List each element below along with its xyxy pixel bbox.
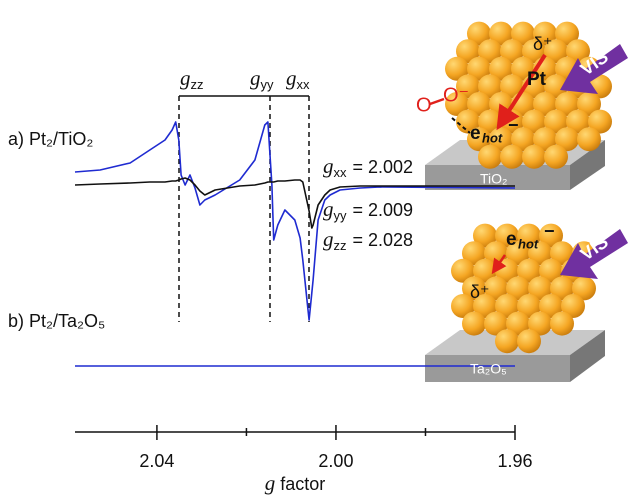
support-label: Ta₂O₅ (470, 361, 507, 377)
value-text: = 2.009 (353, 200, 414, 220)
nanoparticle-atom (517, 329, 541, 353)
electron-subscript: hot (518, 236, 539, 251)
symbol: g (180, 66, 191, 90)
subscript: yy (261, 77, 275, 92)
marker-label: gxx (286, 66, 310, 93)
panel-label: a) Pt₂/TiO₂ (8, 129, 93, 149)
panel-label: b) Pt₂/Ta₂O₅ (8, 311, 105, 331)
x-tick-label: 1.96 (497, 451, 532, 471)
subscript: zz (191, 77, 204, 92)
electron-label: e (470, 123, 481, 144)
value-text: = 2.002 (353, 157, 414, 177)
electron-charge: − (508, 115, 519, 135)
support-label: TiO₂ (480, 171, 507, 187)
subscript: zz (334, 238, 347, 253)
nanoparticle-atom (500, 145, 524, 169)
nanoparticle-atom (462, 312, 486, 336)
nanoparticle-atom (577, 127, 601, 151)
g-value-label: gzz = 2.028 (323, 227, 413, 254)
electron-subscript: hot (482, 130, 503, 145)
figure: a) Pt₂/TiO₂gzzgyygxxgxx= 2.002gyy= 2.009… (0, 0, 634, 497)
subscript: xx (297, 77, 311, 92)
electron-charge: − (544, 221, 555, 241)
oxygen-label: O⁻ (443, 84, 469, 106)
annotation-lines (179, 96, 309, 322)
nanoparticle-atom (550, 312, 574, 336)
subscript: xx (334, 165, 348, 180)
nanoparticle-atom (478, 145, 502, 169)
nanoparticle-atom (544, 145, 568, 169)
g-value-label: gxx = 2.002 (323, 154, 413, 181)
symbol: g (323, 154, 334, 178)
oxygen-label: O (416, 94, 432, 116)
g-value-label: gyy = 2.009 (323, 197, 413, 224)
charge-label: δ⁺ (533, 34, 553, 54)
symbol: g (323, 197, 334, 221)
x-tick-label: 2.04 (139, 451, 174, 471)
symbol: g (250, 66, 261, 90)
marker-label: gzz (180, 66, 204, 93)
symbol: g (265, 471, 276, 495)
charge-label: δ⁺ (470, 282, 490, 302)
nanoparticle-atom (522, 145, 546, 169)
metal-label: Pt (527, 69, 547, 90)
nanoparticle-atom (495, 329, 519, 353)
value-text: = 2.028 (353, 230, 414, 250)
label-text: factor (280, 474, 325, 494)
x-tick-label: 2.00 (318, 451, 353, 471)
symbol: g (286, 66, 297, 90)
symbol: g (323, 227, 334, 251)
oxygen-bond (430, 99, 444, 104)
electron-label: e (506, 229, 517, 250)
marker-label: gyy (250, 66, 274, 93)
subscript: yy (334, 208, 348, 223)
